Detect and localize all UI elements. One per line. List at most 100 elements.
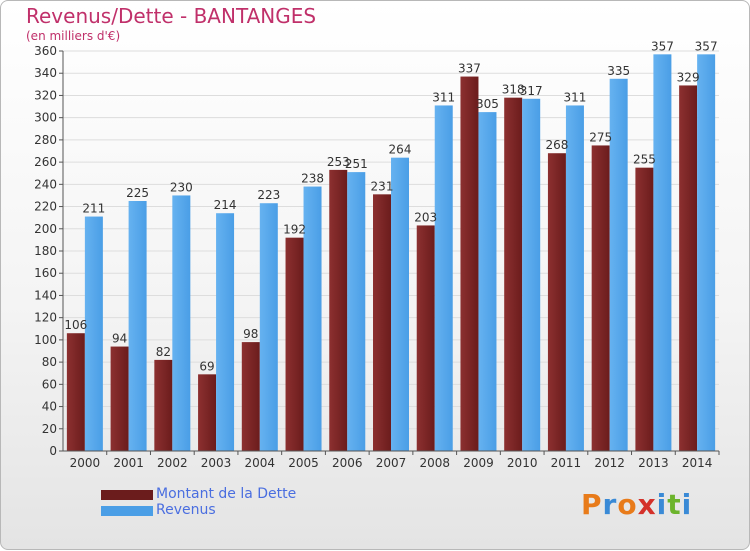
bar-dette [66, 333, 85, 451]
y-tick-label: 220 [34, 200, 57, 214]
legend-swatch-dette [101, 490, 153, 500]
y-tick-label: 60 [42, 377, 57, 391]
value-label: 94 [112, 332, 127, 346]
logo-letter: o [617, 488, 638, 521]
value-label: 311 [432, 90, 455, 104]
bar-revenus [697, 54, 716, 451]
value-label: 82 [156, 345, 171, 359]
bar-revenus [303, 186, 322, 452]
bar-revenus [522, 98, 541, 452]
x-tick-label: 2001 [113, 456, 144, 470]
y-tick-label: 100 [34, 333, 57, 347]
value-label: 275 [589, 130, 612, 144]
y-tick-label: 40 [42, 400, 57, 414]
logo-letter: i [656, 488, 668, 521]
value-label: 69 [199, 359, 214, 373]
y-tick-label: 360 [34, 44, 57, 58]
value-label: 225 [126, 186, 149, 200]
chart-title: Revenus/Dette - BANTANGES [26, 4, 317, 28]
x-tick-label: 2006 [332, 456, 363, 470]
y-tick-label: 140 [34, 288, 57, 302]
y-tick-label: 180 [34, 244, 57, 258]
value-label: 335 [607, 64, 630, 78]
y-tick-label: 20 [42, 422, 57, 436]
y-tick-label: 80 [42, 355, 57, 369]
value-label: 203 [414, 210, 437, 224]
bars [66, 54, 716, 452]
y-tick-label: 260 [34, 155, 57, 169]
bar-revenus [128, 201, 147, 451]
x-tick-label: 2005 [288, 456, 319, 470]
bar-revenus [391, 157, 409, 451]
y-tick-label: 160 [34, 266, 57, 280]
y-tick-label: 200 [34, 222, 57, 236]
value-label: 357 [651, 39, 674, 53]
value-label: 357 [695, 39, 718, 53]
logo-letter: t [667, 488, 682, 521]
value-label: 317 [520, 84, 543, 98]
logo-letter: x [637, 488, 657, 521]
axes [62, 51, 719, 452]
bar-revenus [216, 213, 235, 451]
proxiti-logo: Proxiti [581, 488, 692, 521]
bar-dette [679, 85, 698, 451]
bar-dette [154, 359, 173, 451]
x-tick-label: 2000 [70, 456, 101, 470]
bar-revenus [434, 105, 453, 451]
bar-revenus [172, 195, 191, 451]
x-tick-label: 2014 [682, 456, 713, 470]
bar-dette [591, 145, 610, 451]
bar-dette [504, 97, 523, 452]
bar-revenus [347, 172, 366, 451]
y-tick-label: 0 [49, 444, 57, 458]
x-tick-label: 2010 [507, 456, 538, 470]
value-label: 251 [345, 157, 368, 171]
value-label: 211 [82, 202, 105, 216]
chart-subtitle: (en milliers d'€) [26, 29, 121, 43]
value-label: 230 [170, 180, 193, 194]
value-label: 255 [633, 153, 656, 167]
logo-letter: P [581, 488, 603, 521]
y-axis-ticks: 0 20 40 60 80 100 120 140 160 180 200 220 240 260 280 3… [34, 44, 63, 458]
value-label: 98 [243, 327, 258, 341]
x-tick-label: 2008 [419, 456, 450, 470]
y-tick-label: 320 [34, 88, 57, 102]
value-label: 305 [476, 97, 499, 111]
x-axis-ticks: 2000 2001 2002 2003 2004 2005 2006 2007 2008 2009… [70, 451, 720, 470]
y-tick-label: 340 [34, 66, 57, 80]
value-label: 223 [257, 188, 280, 202]
logo-letter: r [602, 488, 618, 521]
value-label: 253 [327, 155, 350, 169]
value-label: 106 [64, 318, 87, 332]
y-tick-label: 240 [34, 177, 57, 191]
bar-dette [329, 169, 348, 451]
value-label: 318 [502, 83, 525, 97]
x-tick-label: 2012 [594, 456, 625, 470]
bar-dette [110, 346, 129, 451]
x-tick-label: 2002 [157, 456, 188, 470]
value-label: 311 [563, 90, 586, 104]
bar-revenus [565, 105, 584, 451]
bar-revenus [84, 216, 103, 451]
value-label: 231 [371, 179, 394, 193]
x-tick-label: 2004 [245, 456, 276, 470]
bar-dette [416, 225, 435, 451]
legend-label-dette: Montant de la Dette [156, 486, 297, 502]
x-tick-label: 2007 [376, 456, 407, 470]
y-tick-label: 300 [34, 111, 57, 125]
bar-dette [460, 76, 479, 452]
x-tick-label: 2011 [551, 456, 582, 470]
value-label: 268 [545, 138, 568, 152]
bar-revenus [609, 78, 628, 452]
x-tick-label: 2013 [638, 456, 669, 470]
bar-dette [373, 194, 391, 452]
value-label: 337 [458, 62, 481, 76]
value-labels: 106 211 94 225 82 230 69 214 98 223 192 23825325123… [64, 39, 717, 373]
legend-label-revenus: Revenus [156, 502, 216, 518]
value-label: 329 [677, 70, 700, 84]
bar-dette [635, 167, 654, 451]
y-tick-label: 280 [34, 133, 57, 147]
value-label: 264 [389, 143, 412, 157]
